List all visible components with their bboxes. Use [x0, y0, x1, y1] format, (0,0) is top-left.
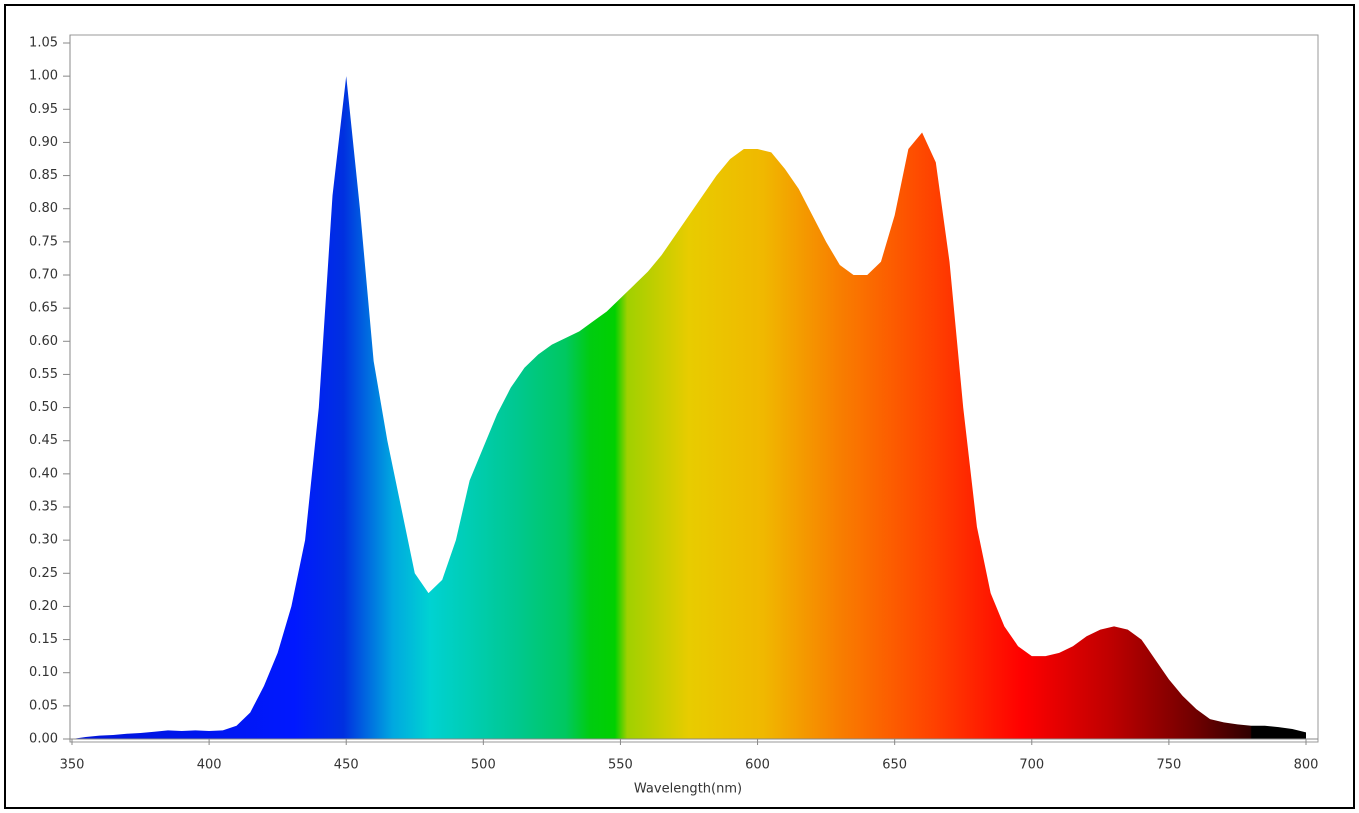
y-tick-label: 0.50 [29, 400, 58, 415]
x-tick-label: 550 [608, 758, 633, 773]
x-tick-label: 450 [334, 758, 359, 773]
x-tick-label: 700 [1019, 758, 1044, 773]
x-tick-label: 750 [1156, 758, 1181, 773]
y-tick-label: 0.40 [29, 466, 58, 481]
y-tick-label: 0.00 [29, 732, 58, 747]
y-tick-label: 0.25 [29, 566, 58, 581]
y-tick-label: 0.20 [29, 599, 58, 614]
x-axis-title: Wavelength(nm) [634, 782, 742, 797]
y-tick-label: 0.10 [29, 665, 58, 680]
y-tick-label: 0.70 [29, 268, 58, 283]
y-tick-label: 0.15 [29, 632, 58, 647]
y-tick-label: 0.95 [29, 102, 58, 117]
y-tick-label: 0.80 [29, 201, 58, 216]
frame [4, 4, 1355, 809]
y-tick-label: 0.65 [29, 301, 58, 316]
x-tick-label: 650 [882, 758, 907, 773]
x-tick-label: 600 [745, 758, 770, 773]
y-tick-label: 0.75 [29, 234, 58, 249]
x-tick-label: 350 [60, 758, 85, 773]
y-tick-label: 1.00 [29, 69, 58, 84]
y-tick-label: 0.55 [29, 367, 58, 382]
x-tick-label: 400 [197, 758, 222, 773]
y-tick-label: 1.05 [29, 36, 58, 51]
y-tick-label: 0.30 [29, 533, 58, 548]
y-tick-label: 0.05 [29, 698, 58, 713]
y-tick-label: 0.60 [29, 334, 58, 349]
y-tick-label: 0.45 [29, 433, 58, 448]
x-tick-label: 800 [1294, 758, 1319, 773]
spectrum-area [72, 76, 1306, 739]
y-tick-label: 0.90 [29, 135, 58, 150]
y-tick-label: 0.35 [29, 500, 58, 515]
x-tick-label: 500 [471, 758, 496, 773]
y-tick-label: 0.85 [29, 168, 58, 183]
